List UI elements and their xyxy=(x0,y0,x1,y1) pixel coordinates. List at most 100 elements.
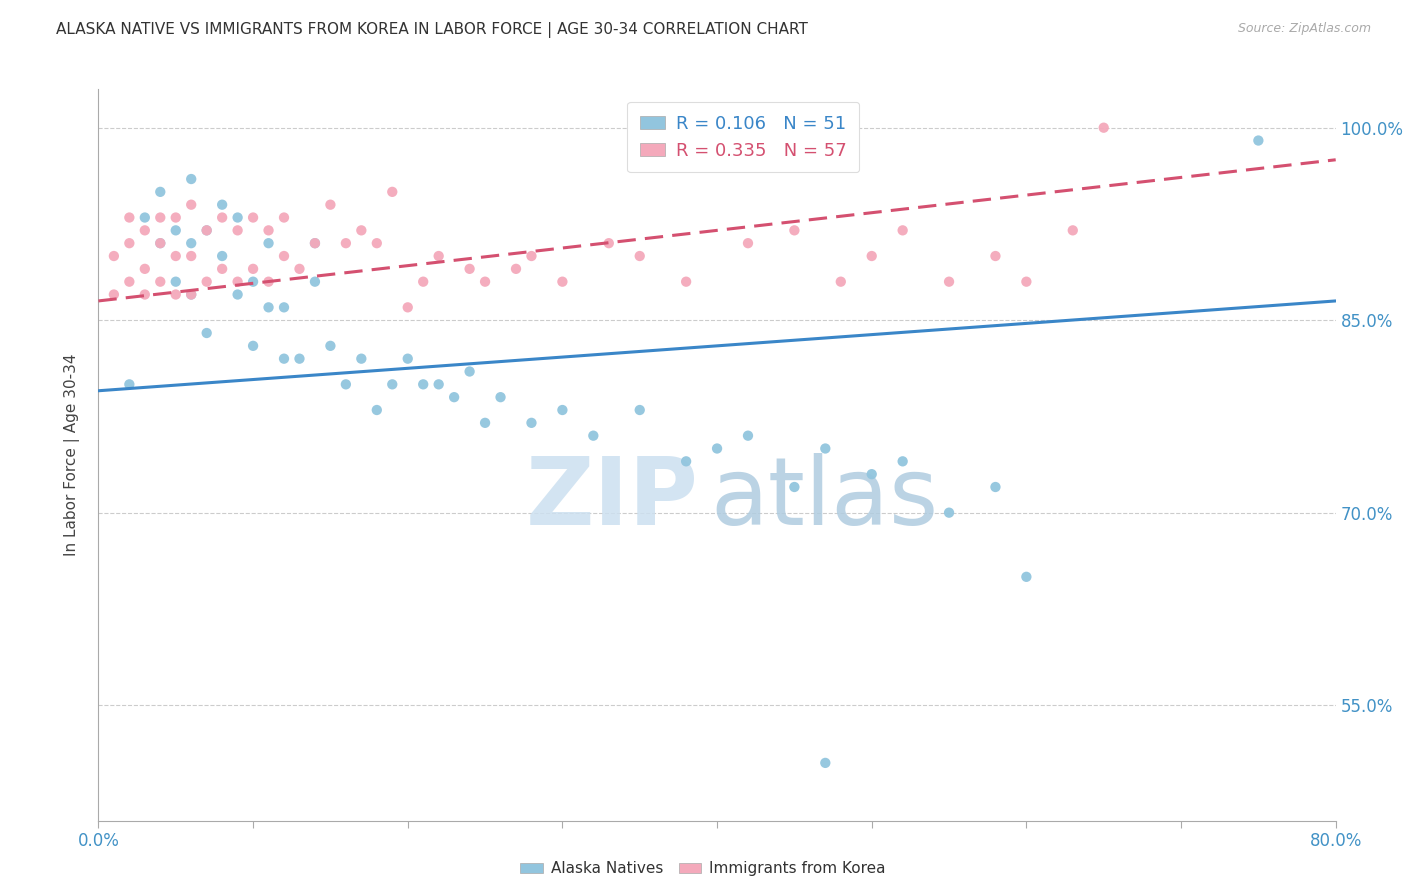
Point xyxy=(134,261,156,276)
Point xyxy=(134,287,156,301)
Point xyxy=(891,223,914,237)
Point xyxy=(582,428,605,442)
Point xyxy=(628,249,651,263)
Point xyxy=(180,287,202,301)
Text: Source: ZipAtlas.com: Source: ZipAtlas.com xyxy=(1237,22,1371,36)
Text: ZIP: ZIP xyxy=(526,453,699,545)
Point xyxy=(118,211,141,225)
Point xyxy=(319,197,342,211)
Point xyxy=(474,275,496,289)
Point xyxy=(165,275,187,289)
Point xyxy=(165,223,187,237)
Point xyxy=(628,403,651,417)
Point xyxy=(860,467,883,482)
Point xyxy=(458,261,481,276)
Point xyxy=(1092,120,1115,135)
Point xyxy=(396,351,419,366)
Point xyxy=(458,364,481,378)
Point xyxy=(520,416,543,430)
Point xyxy=(1062,223,1084,237)
Point xyxy=(737,236,759,251)
Point xyxy=(180,249,202,263)
Point xyxy=(412,275,434,289)
Point xyxy=(737,428,759,442)
Point xyxy=(1247,134,1270,148)
Point xyxy=(830,275,852,289)
Point xyxy=(335,377,357,392)
Point xyxy=(242,339,264,353)
Point xyxy=(598,236,620,251)
Point xyxy=(288,351,311,366)
Point xyxy=(443,390,465,404)
Point xyxy=(427,377,450,392)
Point xyxy=(551,275,574,289)
Point xyxy=(257,236,280,251)
Point xyxy=(489,390,512,404)
Text: atlas: atlas xyxy=(711,453,939,545)
Point xyxy=(211,261,233,276)
Point xyxy=(304,236,326,251)
Point xyxy=(149,236,172,251)
Point xyxy=(396,301,419,315)
Point xyxy=(134,223,156,237)
Point xyxy=(551,403,574,417)
Point xyxy=(381,377,404,392)
Point xyxy=(1015,275,1038,289)
Point xyxy=(180,287,202,301)
Point xyxy=(984,480,1007,494)
Point xyxy=(273,211,295,225)
Point xyxy=(350,223,373,237)
Point xyxy=(195,223,218,237)
Point xyxy=(165,249,187,263)
Point xyxy=(149,185,172,199)
Point xyxy=(118,377,141,392)
Point xyxy=(412,377,434,392)
Point xyxy=(938,506,960,520)
Y-axis label: In Labor Force | Age 30-34: In Labor Force | Age 30-34 xyxy=(63,353,80,557)
Point xyxy=(273,351,295,366)
Point xyxy=(304,236,326,251)
Point xyxy=(860,249,883,263)
Point xyxy=(273,301,295,315)
Point xyxy=(319,339,342,353)
Point xyxy=(891,454,914,468)
Point xyxy=(938,275,960,289)
Point xyxy=(273,249,295,263)
Point xyxy=(103,287,125,301)
Point xyxy=(195,326,218,340)
Point xyxy=(288,261,311,276)
Point xyxy=(427,249,450,263)
Point xyxy=(195,275,218,289)
Point xyxy=(505,261,527,276)
Point xyxy=(211,249,233,263)
Point xyxy=(335,236,357,251)
Point xyxy=(165,211,187,225)
Point xyxy=(134,211,156,225)
Point xyxy=(118,236,141,251)
Point xyxy=(1015,570,1038,584)
Point xyxy=(195,223,218,237)
Point xyxy=(814,442,837,456)
Point xyxy=(180,197,202,211)
Point xyxy=(257,223,280,237)
Point xyxy=(226,287,249,301)
Point xyxy=(366,236,388,251)
Point xyxy=(783,480,806,494)
Point xyxy=(180,172,202,186)
Point xyxy=(984,249,1007,263)
Point xyxy=(103,249,125,263)
Point xyxy=(242,275,264,289)
Point xyxy=(226,275,249,289)
Point xyxy=(180,236,202,251)
Point xyxy=(118,275,141,289)
Point xyxy=(211,197,233,211)
Point xyxy=(381,185,404,199)
Point xyxy=(257,275,280,289)
Point xyxy=(226,211,249,225)
Point xyxy=(783,223,806,237)
Point xyxy=(149,275,172,289)
Legend: R = 0.106   N = 51, R = 0.335   N = 57: R = 0.106 N = 51, R = 0.335 N = 57 xyxy=(627,102,859,172)
Point xyxy=(675,454,697,468)
Point xyxy=(350,351,373,366)
Point xyxy=(675,275,697,289)
